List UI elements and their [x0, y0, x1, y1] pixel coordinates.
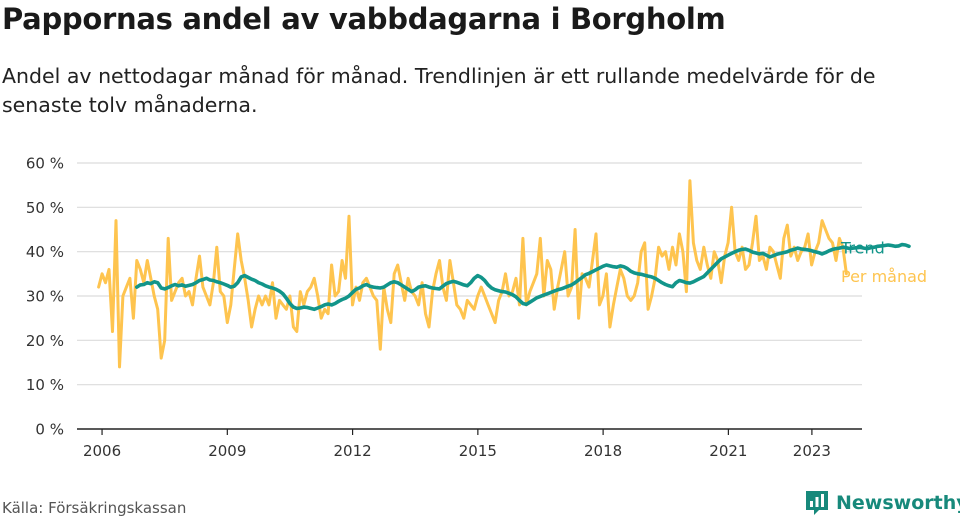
series-line-trend	[135, 242, 911, 312]
bar-chart-icon	[806, 491, 828, 515]
x-tick-label: 2023	[793, 442, 831, 460]
y-axis: 0 % 10 % 20 % 30 % 40 % 50 % 60 %	[26, 155, 64, 439]
x-tick-label: 2006	[83, 442, 121, 460]
y-tick-label: 60 %	[26, 155, 64, 173]
x-tick-label: 2015	[459, 442, 497, 460]
y-tick-label: 40 %	[26, 243, 64, 261]
brand-logo: Newsworthy	[804, 489, 960, 517]
x-tick-label: 2021	[709, 442, 747, 460]
line-chart: 0 % 10 % 20 % 30 % 40 % 50 % 60 % 2006 2009 2012…	[26, 155, 927, 461]
x-tick-label: 2012	[333, 442, 371, 460]
x-tick-label: 2018	[584, 442, 622, 460]
y-tick-label: 20 %	[26, 332, 64, 350]
brand-name: Newsworthy	[836, 492, 960, 514]
series-label-per-manad: Per månad	[841, 267, 927, 286]
y-tick-label: 30 %	[26, 288, 64, 306]
y-tick-label: 50 %	[26, 199, 64, 217]
series-label-trend: Trend	[840, 238, 885, 257]
x-axis: 2006 2009 2012 2015 2018 2021 2023	[83, 429, 831, 460]
series-line-per-manad	[97, 179, 848, 369]
chart-subtitle: Andel av nettodagar månad för månad. Tre…	[2, 64, 876, 117]
gridlines	[77, 162, 862, 386]
chart-title: Pappornas andel av vabbdagarna i Borghol…	[2, 2, 726, 36]
y-tick-label: 0 %	[35, 421, 64, 439]
source-note: Källa: Försäkringskassan	[2, 499, 187, 517]
y-tick-label: 10 %	[26, 376, 64, 394]
x-tick-label: 2009	[208, 442, 246, 460]
